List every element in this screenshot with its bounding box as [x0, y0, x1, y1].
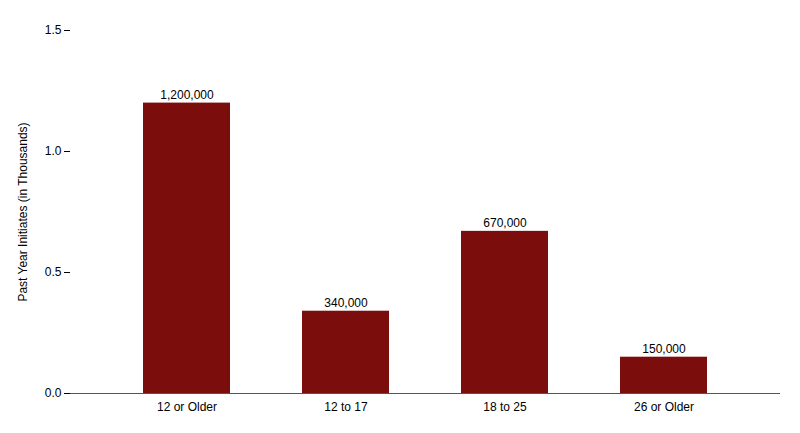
svg-text:1,200,000: 1,200,000 — [160, 88, 214, 102]
svg-text:670,000: 670,000 — [483, 216, 527, 230]
svg-text:150,000: 150,000 — [642, 342, 686, 356]
svg-text:Past Year Initiates (in Thousa: Past Year Initiates (in Thousands) — [16, 122, 30, 301]
svg-text:18 to 25: 18 to 25 — [483, 400, 527, 414]
svg-text:12 to 17: 12 to 17 — [324, 400, 368, 414]
svg-text:1.5: 1.5 — [45, 23, 62, 37]
svg-text:0.5: 0.5 — [45, 265, 62, 279]
svg-text:12 or Older: 12 or Older — [157, 400, 217, 414]
svg-text:26 or Older: 26 or Older — [634, 400, 694, 414]
svg-text:0.0: 0.0 — [45, 386, 62, 400]
svg-text:1.0: 1.0 — [45, 144, 62, 158]
svg-text:340,000: 340,000 — [324, 296, 368, 310]
